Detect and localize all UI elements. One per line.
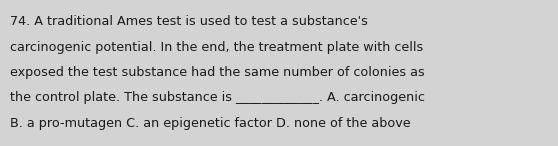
Text: exposed the test substance had the same number of colonies as: exposed the test substance had the same … [10,66,425,79]
Text: 74. A traditional Ames test is used to test a substance's: 74. A traditional Ames test is used to t… [10,15,368,28]
Text: carcinogenic potential. In the end, the treatment plate with cells: carcinogenic potential. In the end, the … [10,40,424,53]
Text: the control plate. The substance is _____________. A. carcinogenic: the control plate. The substance is ____… [10,92,425,105]
Text: B. a pro-mutagen C. an epigenetic factor D. none of the above: B. a pro-mutagen C. an epigenetic factor… [10,117,411,130]
